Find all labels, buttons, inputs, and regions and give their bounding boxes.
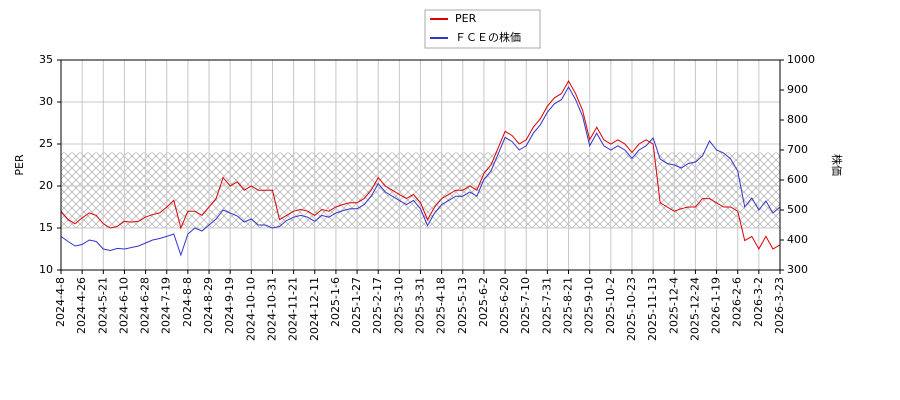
x-tick-label: 2024-7-19 — [160, 277, 173, 334]
x-tick-label: 2024-8-29 — [202, 277, 215, 334]
x-tick-label: 2024-6-10 — [117, 277, 130, 334]
x-tick-label: 2024-4-8 — [54, 277, 67, 327]
legend-label: ＦＣＥの株価 — [455, 30, 521, 44]
y-tick-label: 10 — [39, 263, 53, 276]
y-tick-label: 25 — [39, 137, 53, 150]
x-tick-label: 2024-12-11 — [308, 277, 321, 341]
x-tick-label: 2026-1-19 — [710, 277, 723, 334]
y2-tick-label: 400 — [787, 233, 808, 246]
x-tick-label: 2025-6-20 — [498, 277, 511, 334]
x-tick-label: 2024-10-10 — [244, 277, 257, 341]
legend-box — [424, 9, 541, 49]
x-tick-label: 2025-12-24 — [688, 277, 701, 341]
y2-axis-label: 株価 — [830, 154, 844, 176]
y2-tick-label: 600 — [787, 173, 808, 186]
y-tick-label: 35 — [39, 53, 53, 66]
legend: PER ＦＣＥの株価 — [424, 9, 541, 49]
plot-frame — [60, 59, 781, 271]
y2-tick-label: 700 — [787, 143, 808, 156]
x-tick-label: 2024-8-8 — [181, 277, 194, 327]
x-tick-label: 2025-2-17 — [371, 277, 384, 334]
x-tick-label: 2024-5-21 — [96, 277, 109, 334]
x-tick-label: 2024-6-28 — [139, 277, 152, 334]
x-tick-label: 2025-4-18 — [435, 277, 448, 334]
x-tick-label: 2026-2-6 — [731, 277, 744, 327]
x-tick-label: 2024-11-21 — [287, 277, 300, 341]
y-tick-label: 30 — [39, 95, 53, 108]
x-tick-label: 2025-3-31 — [414, 277, 427, 334]
x-tick-label: 2024-10-31 — [265, 277, 278, 341]
x-tick-label: 2025-1-27 — [350, 277, 363, 334]
x-tick-label: 2025-7-31 — [540, 277, 553, 334]
y2-tick-label: 1000 — [787, 53, 815, 66]
x-tick-label: 2025-10-23 — [625, 277, 638, 341]
y2-tick-label: 900 — [787, 83, 808, 96]
y2-tick-label: 800 — [787, 113, 808, 126]
series-line — [60, 79, 781, 251]
x-tick-label: 2025-10-2 — [604, 277, 617, 334]
x-tick-label: 2025-11-13 — [646, 277, 659, 341]
y2-tick-label: 500 — [787, 203, 808, 216]
y-tick-label: 20 — [39, 179, 53, 192]
legend-label: PER — [455, 12, 477, 25]
y-tick-label: 15 — [39, 221, 53, 234]
x-tick-label: 2025-7-10 — [519, 277, 532, 334]
x-tick-label: 2025-1-6 — [329, 277, 342, 327]
series-line — [60, 85, 781, 257]
x-tick-label: 2024-9-19 — [223, 277, 236, 334]
x-tick-label: 2025-12-4 — [667, 277, 680, 334]
x-tick-label: 2026-3-23 — [773, 277, 786, 334]
x-tick-label: 2024-4-26 — [75, 277, 88, 334]
x-tick-label: 2025-9-10 — [583, 277, 596, 334]
x-tick-label: 2025-3-10 — [392, 277, 405, 334]
y2-tick-label: 300 — [787, 263, 808, 276]
x-tick-label: 2025-6-2 — [477, 277, 490, 327]
y-axis-label: PER — [13, 154, 26, 176]
x-tick-label: 2025-5-13 — [456, 277, 469, 334]
x-tick-label: 2026-3-2 — [752, 277, 765, 327]
x-tick-label: 2025-8-21 — [562, 277, 575, 334]
